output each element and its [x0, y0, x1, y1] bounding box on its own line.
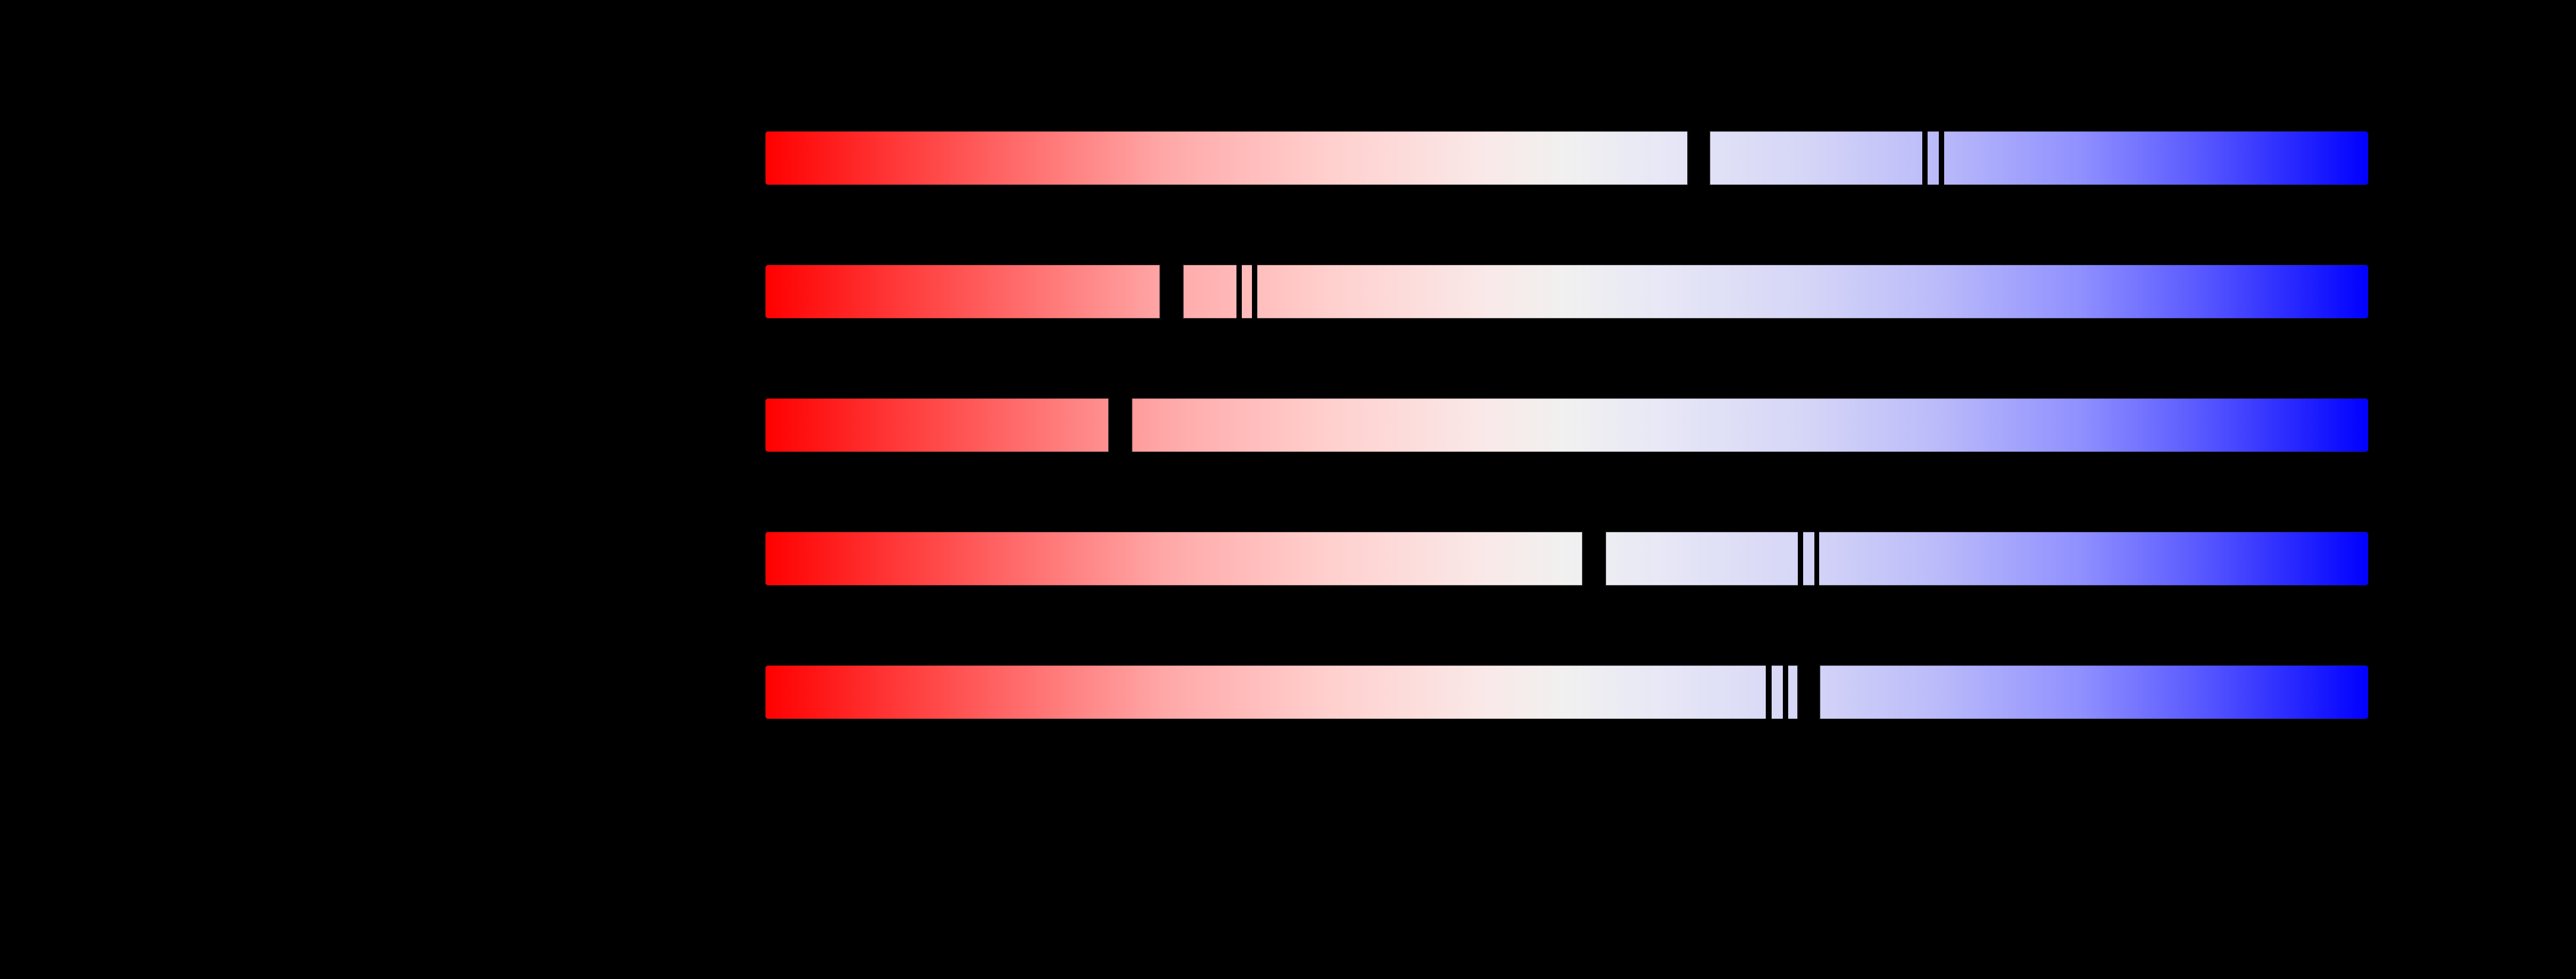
gradient-bar-strip-1	[765, 131, 2368, 185]
cutpoint-gap-marker	[1797, 665, 1820, 719]
cutpoint-tick-marker	[1783, 665, 1788, 719]
gradient-bar-strip-2	[765, 264, 2368, 319]
cutpoint-tick-marker	[1798, 531, 1803, 586]
gradient-bar-strip-5	[765, 665, 2368, 719]
gradient-bar-strip-4	[765, 531, 2368, 586]
gradient-bar-strip-3	[765, 398, 2368, 452]
cutpoint-tick-marker	[1252, 264, 1257, 319]
cutpoint-tick-marker	[1814, 531, 1819, 586]
cutpoint-tick-marker	[1236, 264, 1242, 319]
cutpoint-gap-marker	[1108, 398, 1132, 452]
cutpoint-tick-marker	[1922, 131, 1928, 185]
cutpoint-gap-marker	[1160, 264, 1184, 319]
cutpoint-gap-marker	[1687, 131, 1710, 185]
cutpoint-tick-marker	[1766, 665, 1772, 719]
cutpoint-tick-marker	[1939, 131, 1944, 185]
cutpoint-gap-marker	[1582, 531, 1606, 586]
